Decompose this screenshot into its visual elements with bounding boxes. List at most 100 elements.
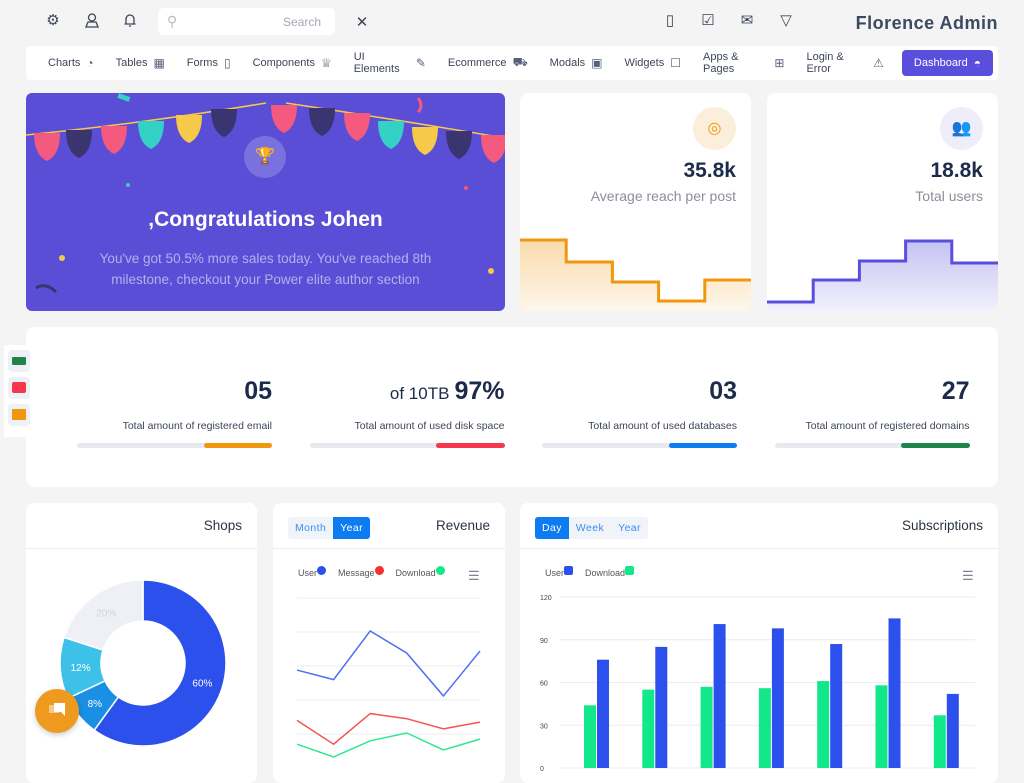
stat-item: 03 Total amount of used databases: [542, 327, 737, 448]
hero-title: ,Congratulations Johen: [148, 208, 383, 231]
legend-download[interactable]: Download: [396, 566, 445, 578]
bar-download[interactable]: [875, 685, 888, 768]
nav-item-widgets[interactable]: Widgets ☐: [624, 56, 681, 70]
checkbox-icon[interactable]: ☑: [701, 12, 715, 29]
donut-slice[interactable]: [63, 579, 144, 651]
flag-decoration: [66, 130, 92, 158]
dropdown-icon: ☐: [670, 56, 681, 70]
series-line-download: [296, 732, 481, 758]
fullscreen-icon[interactable]: ✕: [355, 14, 369, 31]
bar-download[interactable]: [584, 705, 596, 768]
slice-label: 8%: [88, 699, 103, 710]
dashboard-icon: ◓: [973, 56, 981, 70]
bar-user[interactable]: [771, 628, 784, 768]
shops-card: Shops 60% 8% 12% 20%: [26, 503, 257, 783]
hamburger-menu-icon[interactable]: ☰: [468, 568, 480, 583]
bar-download[interactable]: [642, 689, 655, 768]
image-icon[interactable]: [8, 377, 30, 399]
reach-step-chart: [520, 238, 751, 311]
stat-progress-fill: [436, 443, 505, 448]
gear-icon[interactable]: ⚙: [46, 12, 60, 29]
slice-label: 60%: [192, 678, 212, 689]
toggle-week[interactable]: Week: [575, 522, 605, 534]
bar-user[interactable]: [888, 618, 901, 768]
toggle-day[interactable]: Day: [535, 517, 569, 539]
bar-download[interactable]: [758, 688, 771, 768]
chat-icon: [49, 703, 65, 716]
chat-fab-button[interactable]: [35, 689, 79, 733]
legend-download[interactable]: Download: [585, 566, 635, 578]
donut-slice[interactable]: [93, 579, 227, 747]
series-line-message: [296, 712, 481, 746]
window-icon: ▣: [591, 56, 603, 70]
nav-item-components[interactable]: Components ♕: [253, 56, 332, 70]
subscriptions-period-toggle: Day Week Year: [535, 517, 648, 539]
mail-icon[interactable]: ✉: [740, 12, 754, 29]
bar-download[interactable]: [700, 686, 713, 768]
kpi-label: Total users: [915, 188, 983, 204]
nav-item-charts[interactable]: Charts ◔: [48, 56, 94, 70]
nav-item-ecommerce[interactable]: Ecommerce ⛟: [448, 55, 528, 71]
warning-icon: ⚠: [873, 56, 884, 70]
nav-item-forms[interactable]: Forms ▯: [187, 56, 231, 70]
stat-progress-bar: [309, 443, 505, 448]
revenue-line-chart: [296, 597, 481, 758]
nav-item-tables[interactable]: Tables ▦: [116, 56, 165, 70]
floating-sidebar: [4, 345, 36, 437]
stat-label: Total amount of used disk space: [354, 420, 505, 432]
search-input[interactable]: ⚲ Search: [158, 8, 335, 35]
legend-user[interactable]: User: [545, 566, 574, 578]
stat-label: Total amount of registered email: [122, 420, 272, 432]
nav-label: Dashboard: [913, 57, 968, 69]
nav-item-modals[interactable]: Modals ▣: [550, 56, 603, 70]
kpi-value: 18.8k: [930, 159, 983, 182]
nav-label: Widgets: [624, 57, 665, 69]
legend-swatch: [625, 566, 635, 575]
series-line-user: [296, 629, 481, 698]
toggle-year[interactable]: Year: [333, 517, 371, 539]
bar-download[interactable]: [817, 681, 830, 768]
stat-number: 97%: [454, 377, 505, 405]
nav-item-apps-pages[interactable]: Apps & Pages ⊞: [703, 51, 784, 75]
bell-icon[interactable]: [120, 13, 140, 31]
stat-progress-fill: [668, 443, 737, 448]
bar-user[interactable]: [946, 693, 959, 768]
bar-user[interactable]: [655, 646, 668, 768]
search-icon: ⚲: [167, 13, 178, 29]
nav-item-dashboard[interactable]: Dashboard ◓: [901, 50, 993, 76]
legend-label: User: [298, 568, 318, 578]
flag-decoration: [176, 115, 202, 143]
legend-message[interactable]: Message: [338, 566, 384, 578]
stat-value: of 10TB 97%: [310, 377, 505, 409]
bar-download[interactable]: [933, 715, 946, 768]
toggle-month[interactable]: Month: [295, 522, 327, 534]
legend-user[interactable]: User: [298, 566, 327, 578]
stat-value: 03: [542, 377, 737, 409]
stat-value: 05: [77, 377, 272, 409]
stat-progress-fill: [901, 443, 970, 448]
nav-item-login-error[interactable]: Login & Error ⚠: [806, 51, 883, 75]
toggle-year[interactable]: Year: [618, 522, 641, 534]
trophy-icon: 🏆: [244, 136, 286, 178]
stats-card: 05 Total amount of registered email of 1…: [26, 327, 998, 487]
slice-label: 12%: [71, 663, 91, 674]
hamburger-menu-icon[interactable]: ☰: [962, 568, 974, 583]
money-icon[interactable]: [8, 350, 30, 372]
chat-icon[interactable]: ▽: [780, 12, 792, 29]
flag-decoration: [271, 105, 297, 133]
slides-icon[interactable]: [8, 404, 30, 426]
y-tick-label: 30: [540, 723, 548, 730]
kpi-label: Average reach per post: [590, 188, 736, 204]
bar-user[interactable]: [830, 644, 843, 768]
legend-swatch: [374, 566, 384, 575]
bar-user[interactable]: [597, 659, 609, 768]
grid-icon: ▦: [153, 56, 165, 70]
nav-item-ui-elements[interactable]: UI Elements ✎: [354, 51, 426, 75]
user-icon[interactable]: [82, 13, 102, 31]
bar-user[interactable]: [713, 624, 726, 768]
subscriptions-bar-chart: 0 30 60 90 120: [540, 595, 975, 773]
stat-label: Total amount of used databases: [588, 420, 737, 432]
nav-label: Tables: [115, 57, 148, 69]
step-area: [767, 241, 998, 311]
calendar-icon[interactable]: ▯: [665, 12, 675, 29]
